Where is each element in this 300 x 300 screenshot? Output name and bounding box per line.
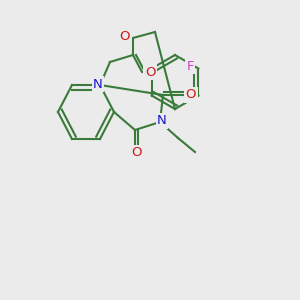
Text: O: O — [145, 65, 155, 79]
Text: N: N — [93, 77, 103, 91]
Text: O: O — [186, 88, 196, 101]
Text: N: N — [157, 115, 167, 128]
Text: O: O — [120, 29, 130, 43]
Text: O: O — [131, 146, 141, 160]
Text: F: F — [187, 60, 194, 73]
